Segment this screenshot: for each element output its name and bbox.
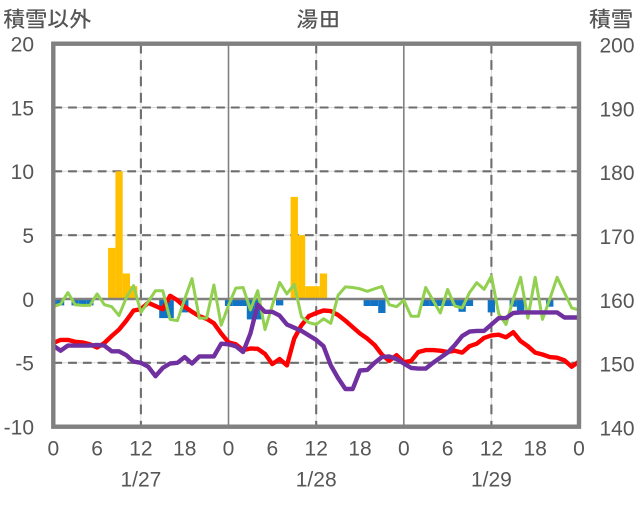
svg-text:180: 180 bbox=[600, 162, 635, 185]
svg-text:1/28: 1/28 bbox=[296, 469, 337, 492]
svg-text:-10: -10 bbox=[4, 417, 34, 440]
svg-text:6: 6 bbox=[442, 438, 454, 461]
svg-text:6: 6 bbox=[266, 438, 278, 461]
svg-text:0: 0 bbox=[22, 289, 34, 312]
svg-text:0: 0 bbox=[47, 438, 59, 461]
svg-text:1/29: 1/29 bbox=[471, 469, 512, 492]
svg-text:170: 170 bbox=[600, 226, 635, 249]
svg-text:6: 6 bbox=[91, 438, 103, 461]
svg-text:-5: -5 bbox=[15, 353, 34, 376]
svg-text:18: 18 bbox=[524, 438, 547, 461]
svg-text:18: 18 bbox=[173, 438, 196, 461]
svg-text:12: 12 bbox=[305, 438, 328, 461]
svg-text:15: 15 bbox=[11, 97, 34, 120]
svg-text:5: 5 bbox=[22, 225, 34, 248]
svg-text:0: 0 bbox=[398, 438, 410, 461]
svg-text:0: 0 bbox=[223, 438, 235, 461]
svg-text:190: 190 bbox=[600, 98, 635, 121]
svg-text:160: 160 bbox=[600, 290, 635, 313]
svg-text:150: 150 bbox=[600, 354, 635, 377]
svg-text:20: 20 bbox=[11, 34, 34, 57]
svg-text:12: 12 bbox=[480, 438, 503, 461]
svg-text:12: 12 bbox=[129, 438, 152, 461]
svg-text:10: 10 bbox=[11, 161, 34, 184]
svg-text:0: 0 bbox=[573, 438, 585, 461]
svg-text:200: 200 bbox=[600, 35, 635, 58]
svg-text:18: 18 bbox=[348, 438, 371, 461]
svg-text:1/27: 1/27 bbox=[120, 469, 161, 492]
svg-text:140: 140 bbox=[600, 418, 635, 441]
